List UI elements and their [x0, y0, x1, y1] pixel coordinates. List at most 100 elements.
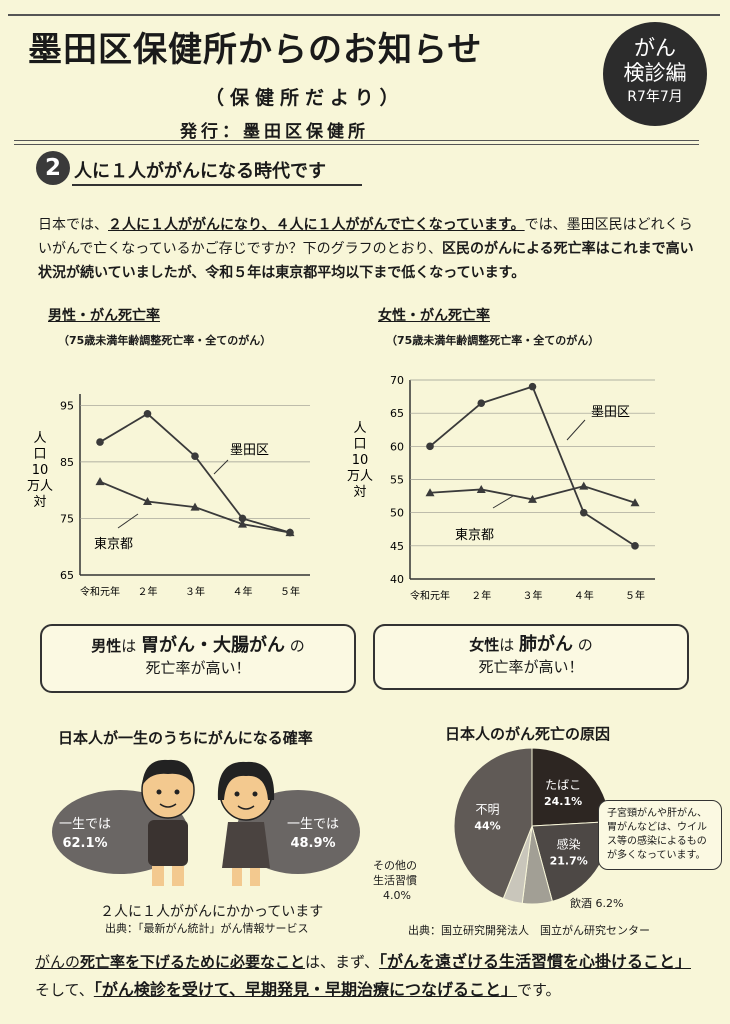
intro-emphasis-1: ２人に１人ががんになり、４人に１人ががんで亡くなっています。 [108, 217, 525, 233]
data-point [579, 508, 588, 517]
drinking-label: 飲酒 6.2% [570, 895, 623, 911]
series-label: 東京都 [455, 527, 494, 543]
female-probability-caption: 一生では [286, 817, 339, 832]
data-point [528, 494, 537, 503]
male-callout: 男性は 胃がん・大腸がん の 死亡率が高い！ [40, 624, 356, 693]
section-underline [72, 184, 362, 186]
y-tick-label: 60 [390, 440, 404, 453]
data-point [425, 488, 435, 497]
pie-source: 出典：国立研究開発法人 国立がん研究センター [408, 924, 650, 937]
footer-message: がんの死亡率を下げるために必要なことは、まず、「がんを遠ざける生活習慣を心掛ける… [35, 948, 691, 1004]
data-point [528, 382, 537, 391]
male-chart-title: 男性・がん死亡率 [48, 308, 160, 324]
male-probability-caption: 一生では [58, 817, 111, 832]
series-label: 墨田区 [230, 443, 269, 458]
page-title: 墨田区保健所からのお知らせ [28, 30, 483, 70]
x-tick-label: ４年 [574, 589, 594, 602]
x-tick-label: ５年 [625, 589, 645, 602]
probability-illustration [52, 759, 360, 886]
x-tick-label: ３年 [523, 589, 543, 602]
female-callout-subject: 女性 [469, 636, 500, 654]
header-rule [14, 140, 699, 141]
data-point [238, 514, 247, 523]
other-lifestyle-label: その他の 生活習慣 4.0% [373, 858, 417, 903]
male-callout-cancers: 胃がん・大腸がん [141, 635, 285, 656]
intro-paragraph: 日本では、２人に１人ががんになり、４人に１人ががんで亡くなっています。では、墨田… [38, 213, 700, 285]
y-tick-label: 65 [60, 569, 74, 582]
pie-slice-value: 44% [474, 820, 500, 833]
male-probability-label: 一生では 62.1% [55, 815, 115, 853]
pie-slice [453, 747, 533, 900]
cancer-cause-pie: たばこ 24.1% 感染 21.7% 不明 44% [453, 747, 611, 905]
female-callout-text: 死亡率が高い！ [478, 658, 584, 676]
series-leader-line [492, 495, 514, 509]
female-callout: 女性は 肺がん の 死亡率が高い！ [373, 624, 689, 690]
y-tick-label: 40 [390, 573, 404, 586]
male-probability-value: 62.1% [62, 836, 108, 851]
pie-title: 日本人のがん死亡の原因 [445, 725, 611, 743]
other-lifestyle-value: 4.0% [383, 889, 411, 902]
footer-b3: です。 [517, 981, 561, 999]
y-tick-label: 75 [60, 512, 74, 525]
data-point [579, 481, 589, 490]
edition-badge: がん 検診編 R7年7月 [603, 22, 707, 126]
x-tick-label: 令和元年 [80, 585, 120, 598]
issuer: 発行：墨田区保健所 [180, 122, 369, 142]
intro-text-2: では、墨田区民はどれくらいがんで亡くなっているかご存じですか？下のグラフのとおり… [38, 217, 693, 257]
data-point [285, 528, 295, 537]
badge-line2: 検診編 [623, 61, 687, 85]
series-leader-line [117, 513, 139, 529]
x-tick-label: ２年 [471, 589, 491, 602]
series-leader-line [213, 459, 229, 475]
boy-illustration [141, 759, 195, 886]
male-chart-subtitle: （75歳未満年齢調整死亡率・全てのがん） [58, 334, 272, 347]
male-callout-no: の [289, 637, 305, 655]
footer-a1: がんの [35, 953, 81, 971]
y-tick-label: 65 [390, 407, 404, 420]
male-callout-subject: 男性 [91, 637, 122, 655]
probability-title: 日本人が一生のうちにがんになる確率 [58, 729, 313, 747]
footer-a2: 死亡率を下げるために必要なこと [80, 953, 306, 971]
y-axis-label: 人口 10 万人対 [347, 421, 373, 500]
y-tick-label: 50 [390, 507, 404, 520]
infection-note: 子宮頸がんや肝がん、胃がんなどは、ウイルス等の感染によるものが多くなっています。 [598, 800, 722, 870]
drinking-label-value: 6.2% [595, 897, 624, 910]
female-callout-cancer: 肺がん [519, 634, 573, 655]
female-probability-label: 一生では 48.9% [283, 815, 343, 853]
data-point [143, 409, 152, 418]
female-callout-no: の [577, 636, 593, 654]
female-chart-subtitle: （75歳未満年齢調整死亡率・全てのがん） [386, 334, 600, 347]
badge-line1: がん [634, 36, 676, 60]
data-point [96, 438, 104, 446]
top-rule [8, 14, 720, 16]
page-subtitle: （保健所だより） [205, 87, 405, 109]
drinking-label-text: 飲酒 [570, 897, 592, 910]
data-point [630, 498, 640, 507]
badge-date: R7年7月 [627, 89, 683, 105]
girl-illustration [217, 761, 275, 886]
series-leader-line [566, 419, 586, 441]
data-point [238, 519, 247, 528]
pie-slice-value: 21.7% [550, 854, 588, 867]
footer-a4: 「がんを遠ざける生活習慣を心掛けること」 [378, 952, 691, 971]
male-callout-text: 死亡率が高い！ [145, 659, 251, 677]
y-tick-label: 85 [60, 456, 74, 469]
data-point [477, 399, 486, 408]
data-point [631, 542, 639, 550]
pie-slice-label: たばこ [545, 778, 581, 792]
x-tick-label: ３年 [185, 585, 205, 598]
other-lifestyle-line1: その他の [373, 859, 417, 872]
data-point [143, 496, 152, 505]
y-tick-label: 95 [60, 399, 74, 412]
series-label: 東京都 [94, 536, 133, 552]
female-chart-title: 女性・がん死亡率 [378, 308, 490, 324]
x-tick-label: ４年 [233, 585, 253, 598]
footer-b1: そして、 [35, 981, 94, 999]
y-axis-label: 人口 10 万人対 [27, 431, 53, 510]
pie-slice-label: 不明 [476, 803, 500, 817]
series-line-sumida [99, 412, 291, 534]
data-point [190, 502, 200, 511]
intro-emphasis-2: 区民のがんによる死亡率はこれまで高い状況が続いていましたが、令和５年は東京都平均… [38, 241, 694, 281]
